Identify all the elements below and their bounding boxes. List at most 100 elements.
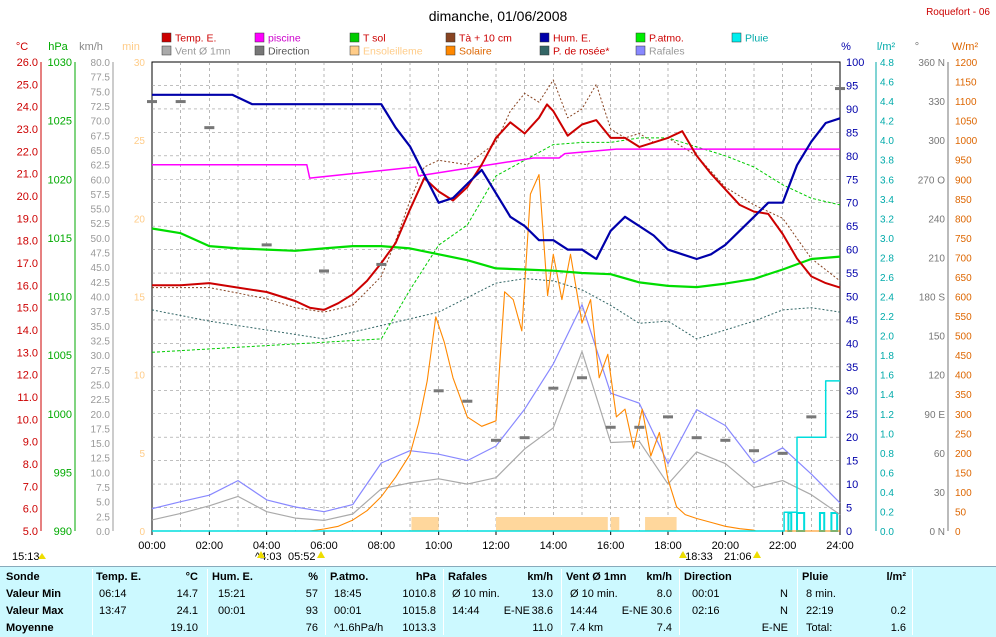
series-t-10-cm bbox=[152, 79, 841, 313]
temp-tick: 25.0 bbox=[17, 79, 38, 91]
direction-mark bbox=[691, 436, 702, 440]
wind-tick: 0.0 bbox=[96, 527, 110, 538]
temp-tick: 19.0 bbox=[17, 213, 38, 225]
series-piscine bbox=[152, 148, 840, 179]
axis-unit: ° bbox=[915, 41, 919, 53]
summary-cell: Hum. E. bbox=[212, 571, 253, 583]
temp-tick: 13.0 bbox=[17, 347, 38, 359]
legend-label: Vent Ø 1mn bbox=[175, 46, 231, 58]
pressure-tick: 1005 bbox=[48, 350, 72, 362]
direction-mark bbox=[577, 376, 587, 380]
chart-title: dimanche, 01/06/2008 bbox=[429, 8, 568, 24]
direction-tick: 90 E bbox=[924, 410, 945, 421]
temp-tick: 22.0 bbox=[17, 146, 38, 158]
wind-tick: 25.0 bbox=[91, 380, 111, 391]
rain-tick: 3.0 bbox=[880, 234, 894, 245]
summary-cell: Vent Ø 1mn bbox=[566, 571, 627, 583]
summary-cell: N bbox=[780, 588, 788, 600]
humidity-tick: 85 bbox=[846, 127, 858, 139]
time-tick-label: 12:00 bbox=[482, 540, 510, 552]
axis-unit: W/m² bbox=[952, 41, 979, 53]
rain-tick: 1.2 bbox=[880, 410, 894, 421]
legend-label: Hum. E. bbox=[553, 33, 591, 45]
summary-cell: km/h bbox=[646, 571, 672, 583]
sunmin-tick: 30 bbox=[134, 58, 146, 69]
sunshine-band bbox=[645, 517, 677, 531]
legend-label: Solaire bbox=[459, 46, 492, 58]
axis-unit: °C bbox=[16, 41, 28, 53]
rain-tick: 4.2 bbox=[880, 117, 894, 128]
direction-mark bbox=[175, 100, 186, 104]
time-tick-label: 24:00 bbox=[826, 540, 854, 552]
rain-tick: 4.8 bbox=[880, 58, 894, 69]
direction-mark bbox=[634, 425, 645, 429]
summary-cell: 24.1 bbox=[176, 605, 198, 617]
legend-swatch bbox=[161, 45, 172, 56]
rain-tick: 0.0 bbox=[880, 527, 894, 538]
time-tick-label: 00:00 bbox=[138, 540, 166, 552]
summary-cell: % bbox=[308, 571, 318, 583]
wind-tick: 60.0 bbox=[91, 175, 111, 186]
humidity-tick: 100 bbox=[846, 57, 864, 69]
solar-tick: 250 bbox=[955, 429, 972, 440]
summary-cell: hPa bbox=[415, 571, 436, 583]
direction-tick: 0 N bbox=[929, 527, 945, 538]
solar-tick: 650 bbox=[955, 273, 972, 284]
summary-cell: 14:44 bbox=[452, 605, 480, 617]
summary-cell: 00:01 bbox=[218, 605, 246, 617]
legend-swatch bbox=[254, 32, 265, 43]
direction-mark bbox=[147, 100, 157, 104]
solar-tick: 600 bbox=[955, 293, 972, 304]
solar-tick: 300 bbox=[955, 410, 972, 421]
solar-tick: 50 bbox=[955, 507, 967, 518]
sunmin-tick: 25 bbox=[134, 136, 146, 147]
humidity-tick: 55 bbox=[846, 268, 858, 280]
table-separator bbox=[443, 569, 444, 635]
pressure-tick: 995 bbox=[54, 467, 72, 479]
solar-tick: 450 bbox=[955, 351, 972, 362]
rain-tick: 4.0 bbox=[880, 136, 894, 147]
summary-cell: Ø 10 min. bbox=[452, 588, 500, 600]
summary-cell: 13:47 bbox=[99, 605, 127, 617]
summary-cell: 11.0 bbox=[532, 622, 553, 634]
summary-cell: 7.4 km bbox=[570, 622, 604, 634]
temp-tick: 24.0 bbox=[17, 102, 38, 114]
direction-mark bbox=[376, 262, 387, 266]
solar-tick: 1050 bbox=[955, 117, 978, 128]
wind-tick: 67.5 bbox=[91, 131, 111, 142]
time-tick-label: 20:00 bbox=[712, 540, 740, 552]
temp-tick: 10.0 bbox=[17, 414, 38, 426]
summary-cell: 76 bbox=[305, 622, 318, 634]
rain-tick: 1.8 bbox=[880, 351, 894, 362]
axis-unit: % bbox=[841, 41, 851, 53]
direction-mark bbox=[777, 451, 788, 455]
legend-swatch bbox=[161, 32, 172, 43]
summary-cell: 8.0 bbox=[656, 588, 672, 600]
series-hum-e bbox=[152, 93, 841, 261]
summary-cell: Sonde bbox=[6, 571, 40, 583]
humidity-tick: 10 bbox=[846, 479, 858, 491]
summary-cell: °C bbox=[185, 571, 198, 583]
summary-cell: Direction bbox=[684, 571, 732, 583]
table-separator bbox=[912, 569, 913, 635]
wind-tick: 72.5 bbox=[91, 102, 111, 113]
summary-cell: Pluie bbox=[802, 571, 829, 583]
wind-tick: 32.5 bbox=[91, 336, 111, 347]
direction-tick: 240 bbox=[928, 214, 945, 225]
wind-tick: 42.5 bbox=[91, 278, 111, 289]
direction-mark bbox=[663, 415, 673, 419]
temp-tick: 21.0 bbox=[17, 169, 38, 181]
humidity-tick: 45 bbox=[846, 315, 858, 327]
pressure-tick: 1010 bbox=[48, 292, 72, 304]
direction-tick: 330 bbox=[928, 97, 945, 108]
solar-tick: 1000 bbox=[955, 136, 978, 147]
solar-tick: 550 bbox=[955, 312, 972, 323]
summary-cell: E-NE bbox=[761, 622, 788, 634]
summary-cell: 38.6 bbox=[531, 605, 553, 617]
direction-tick: 60 bbox=[934, 449, 946, 460]
rain-tick: 1.4 bbox=[880, 390, 894, 401]
direction-mark bbox=[749, 449, 759, 453]
humidity-tick: 60 bbox=[846, 245, 858, 257]
wind-tick: 10.0 bbox=[91, 468, 111, 479]
sunmin-tick: 10 bbox=[134, 371, 146, 382]
